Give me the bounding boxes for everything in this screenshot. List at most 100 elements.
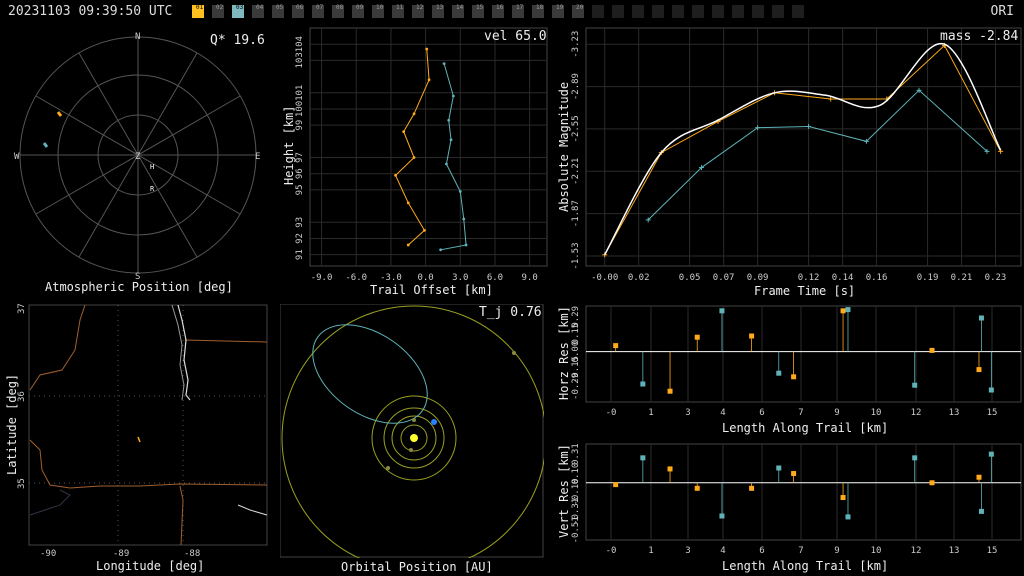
frame-box-02[interactable]: 02	[212, 4, 224, 18]
state-border-2	[29, 439, 268, 489]
compass-north: N	[135, 32, 140, 42]
frame-box-16[interactable]: 16	[492, 4, 504, 18]
plot-frame	[585, 443, 1022, 541]
frame-box-11[interactable]: 11	[392, 4, 404, 18]
residual-point-yellow	[667, 466, 673, 472]
x-tick-label: 6	[759, 408, 764, 418]
frame-box-10[interactable]: 10	[372, 4, 384, 18]
map-ylabel: Latitude [deg]	[5, 373, 19, 475]
frame-box-18[interactable]: 18	[532, 4, 544, 18]
compass-east: E	[255, 152, 260, 162]
frame-label: 12	[416, 4, 424, 11]
residual-point-cyan	[719, 513, 725, 519]
plot-frame	[585, 305, 1022, 403]
map-track	[137, 436, 141, 443]
frame-box-empty[interactable]	[652, 5, 664, 18]
frame-box-empty[interactable]	[772, 5, 784, 18]
residual-point-yellow	[976, 474, 982, 480]
frame-box-20[interactable]: 20	[572, 4, 584, 18]
residual-point-yellow	[749, 485, 755, 491]
quality-value: Q* 19.6	[210, 33, 265, 48]
residual-point-yellow	[667, 388, 673, 394]
map-ytick-1: 37	[17, 303, 27, 314]
frame-label: 04	[256, 4, 264, 11]
residual-point-cyan	[776, 370, 782, 376]
residual-point-cyan	[978, 508, 984, 514]
y-tick-label: 0.15	[571, 323, 581, 345]
residual-point-cyan	[845, 307, 851, 313]
y-tick-label: -0.29	[571, 373, 581, 400]
y-tick-label: -3.23	[571, 31, 581, 58]
trail-point-yellow	[406, 201, 410, 205]
station-code: ORI	[990, 4, 1014, 19]
residual-point-yellow	[694, 334, 700, 340]
x-tick-label: 15	[987, 546, 998, 556]
frame-box-empty[interactable]	[632, 5, 644, 18]
frame-box-15[interactable]: 15	[472, 4, 484, 18]
x-tick-label: 9	[834, 546, 839, 556]
residual-point-cyan	[845, 514, 851, 520]
frame-box-empty[interactable]	[712, 5, 724, 18]
frame-label: 13	[436, 4, 444, 11]
mass-value: mass -2.84	[940, 29, 1019, 44]
trail-point-yellow	[406, 243, 410, 247]
trail-point-cyan	[451, 94, 455, 98]
frame-box-empty[interactable]	[672, 5, 684, 18]
x-tick-label: 6	[759, 546, 764, 556]
y-tick-label: -2.21	[571, 158, 581, 185]
frame-box-17[interactable]: 17	[512, 4, 524, 18]
residual-point-cyan	[988, 387, 994, 393]
y-tick-label: -2.55	[571, 115, 581, 142]
river-4	[29, 489, 71, 516]
sky-title: Atmospheric Position [deg]	[45, 280, 233, 294]
residual-point-cyan	[719, 308, 725, 314]
frame-box-empty[interactable]	[592, 5, 604, 18]
residual-point-cyan	[776, 465, 782, 471]
frame-box-12[interactable]: 12	[412, 4, 424, 18]
orbit-ring-1	[400, 424, 428, 452]
frame-box-19[interactable]: 19	[552, 4, 564, 18]
frame-box-07[interactable]: 07	[312, 4, 324, 18]
frame-box-empty[interactable]	[792, 5, 804, 18]
y-tick-label: 100	[295, 101, 305, 117]
x-tick-label: 1	[648, 408, 653, 418]
map-xtick-2: -89	[113, 549, 129, 559]
frame-box-03[interactable]: 03	[232, 4, 244, 18]
trail-point-yellow	[402, 130, 406, 134]
frame-box-06[interactable]: 06	[292, 4, 304, 18]
marker-h: H	[150, 163, 154, 171]
map-xtick-1: -90	[40, 549, 56, 559]
compass-south: S	[135, 272, 140, 280]
frame-box-empty[interactable]	[732, 5, 744, 18]
frame-box-09[interactable]: 09	[352, 4, 364, 18]
trail-point-cyan	[462, 217, 466, 221]
x-tick-label: 4	[720, 546, 725, 556]
orbit-ring-3	[383, 407, 445, 469]
y-tick-label: -2.89	[571, 73, 581, 100]
map-ytick-3: 35	[17, 478, 27, 489]
x-tick-label: 13	[949, 408, 960, 418]
frame-box-04[interactable]: 04	[252, 4, 264, 18]
frame-box-14[interactable]: 14	[452, 4, 464, 18]
map-ytick-2: 36	[17, 391, 27, 402]
frame-box-01[interactable]: 01	[192, 4, 204, 18]
frame-box-05[interactable]: 05	[272, 4, 284, 18]
x-tick-label: 6.0	[487, 273, 503, 283]
x-tick-label: 9	[834, 408, 839, 418]
frame-box-08[interactable]: 08	[332, 4, 344, 18]
x-tick-label: 0.07	[713, 273, 735, 283]
residual-point-yellow	[929, 480, 935, 486]
trail-xlabel: Trail Offset [km]	[370, 283, 493, 297]
frame-box-empty[interactable]	[612, 5, 624, 18]
x-tick-label: 0.14	[832, 273, 854, 283]
frame-box-13[interactable]: 13	[432, 4, 444, 18]
x-tick-label: -3.0	[380, 273, 402, 283]
frame-box-empty[interactable]	[752, 5, 764, 18]
orbit-ring-4	[371, 395, 457, 481]
river-1	[177, 304, 191, 401]
frame-box-empty[interactable]	[692, 5, 704, 18]
x-tick-label: 0.21	[951, 273, 973, 283]
meteoroid-orbit	[312, 324, 428, 424]
frame-label: 16	[496, 4, 504, 11]
trail-point-cyan	[442, 62, 446, 66]
